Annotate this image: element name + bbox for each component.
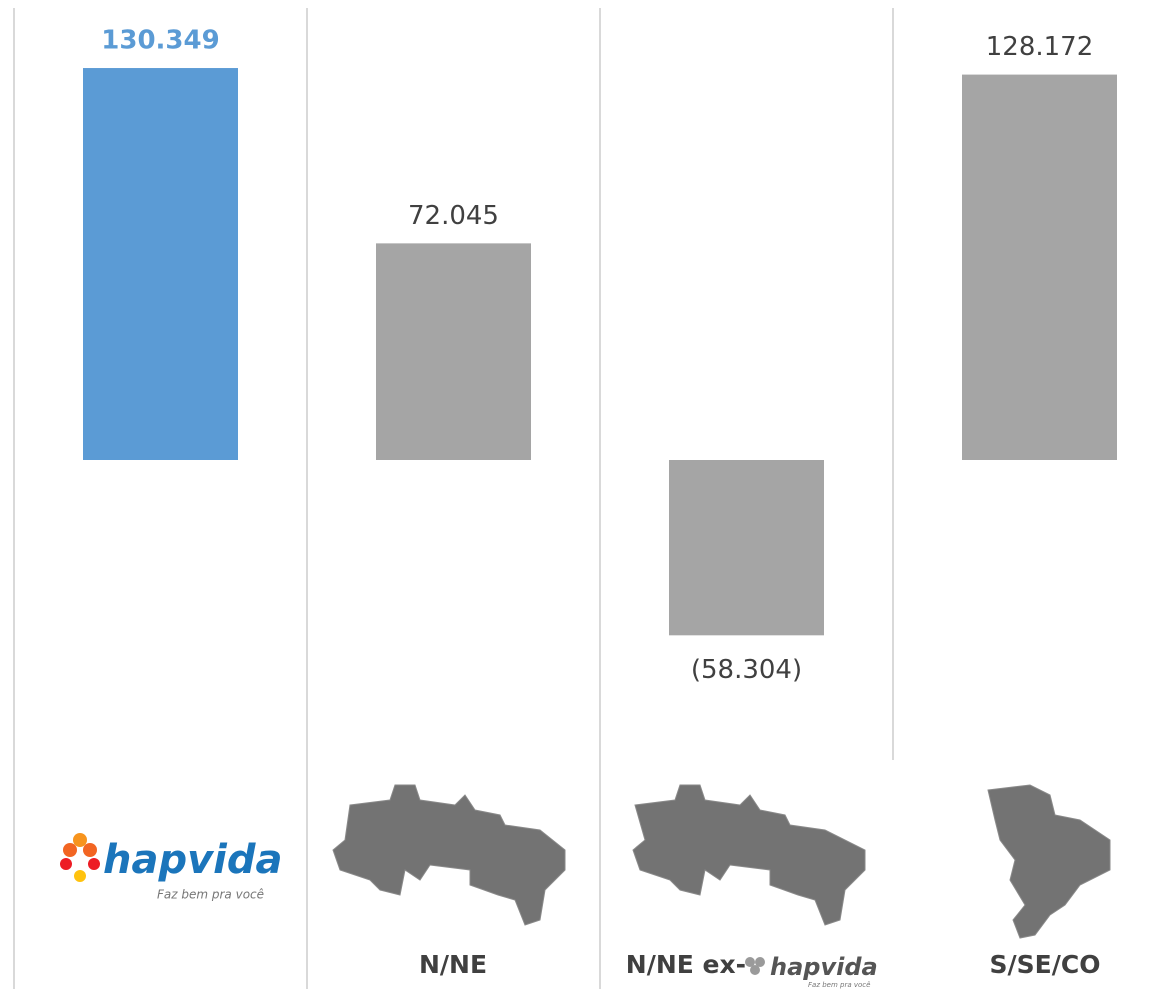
logo-tagline: Faz bem pra você [808,981,870,989]
value-label: (58.304) [691,655,802,685]
logo-main: hapvida Faz bem pra você [60,833,283,902]
value-label: 128.172 [986,32,1094,62]
bar [962,74,1117,461]
map-north-northeast [332,784,866,926]
bar [83,68,238,460]
value-label: 130.349 [101,26,219,56]
bar [669,460,824,636]
column-dividers [13,8,894,989]
category-label: S/SE/CO [990,950,1101,979]
logo-small: hapvida Faz bem pra você [745,953,878,989]
category-label: N/NE ex- [626,950,746,979]
logo-tagline: Faz bem pra você [157,888,264,902]
category-label: N/NE [419,950,487,979]
logo-name: hapvida [770,953,878,981]
bar [376,243,531,460]
map-south-southeast-centerwest [987,784,1111,939]
logo-name: hapvida [103,837,283,883]
value-label: 72.045 [408,201,499,231]
